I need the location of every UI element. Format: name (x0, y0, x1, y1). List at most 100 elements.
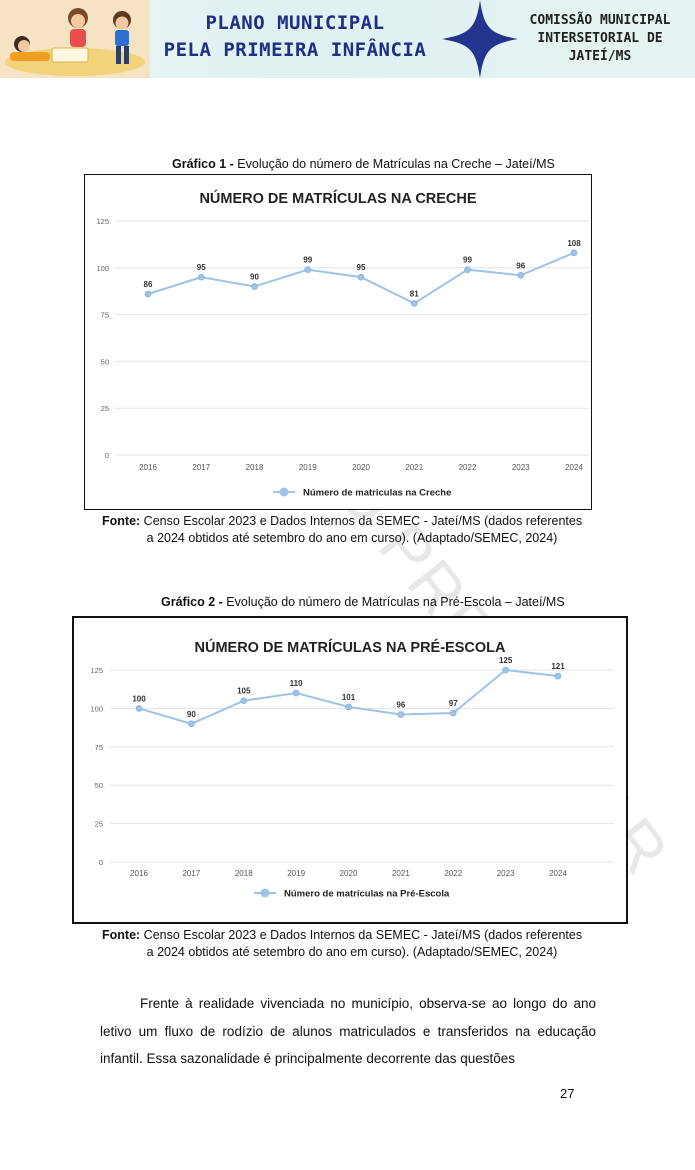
commission-line2: INTERSETORIAL DE (537, 31, 663, 46)
chart1-caption-text: Evolução do número de Matrículas na Crec… (233, 157, 555, 171)
data-point (517, 271, 525, 279)
data-point (554, 672, 562, 680)
source-label: Fonte: (102, 514, 141, 528)
data-label: 90 (187, 710, 196, 719)
x-tick-label: 2018 (246, 463, 264, 472)
commission-line1: COMISSÃO MUNICIPAL (529, 13, 671, 28)
x-tick-label: 2023 (512, 463, 530, 472)
preescola-chart-plot: 0 25 50 75 100 125 2016 2017 2018 2019 2020 2021 202… (90, 656, 614, 900)
y-tick-label: 125 (96, 217, 109, 226)
x-tick-label: 2024 (565, 463, 583, 472)
data-point (464, 266, 471, 273)
data-point (188, 720, 195, 728)
x-tick-label: 2024 (549, 869, 567, 878)
data-label: 96 (516, 261, 525, 270)
chart2-caption-label: Gráfico 2 - (161, 595, 223, 609)
data-point (135, 705, 143, 712)
data-point (570, 249, 578, 257)
y-tick-label: 0 (99, 858, 103, 867)
x-tick-label: 2022 (444, 869, 462, 878)
chart2-caption-text: Evolução do número de Matrículas na Pré-… (222, 595, 565, 609)
y-tick-label: 25 (95, 820, 103, 829)
y-tick-label: 75 (101, 311, 109, 320)
plan-title-line1: PLANO MUNICIPAL (205, 12, 385, 34)
data-point (197, 273, 205, 281)
legend-marker (260, 888, 270, 898)
data-label: 96 (396, 701, 405, 710)
source-line2: a 2024 obtidos até setembro do ano em cu… (146, 945, 558, 959)
plan-title-line2: PELA PRIMEIRA INFÂNCIA (163, 39, 427, 61)
x-tick-label: 2022 (459, 463, 477, 472)
x-tick-label: 2019 (299, 463, 317, 472)
y-tick-label: 100 (96, 264, 109, 273)
data-point (397, 711, 405, 718)
page-number: 27 (560, 1086, 575, 1101)
chart2-caption: Gráfico 2 - Evolução do número de Matríc… (161, 595, 565, 609)
creche-chart: NÚMERO DE MATRÍCULAS NA CRECHE 0 25 50 75 10… (84, 174, 592, 510)
data-label: 105 (237, 687, 251, 696)
data-label: 101 (342, 693, 356, 702)
commission-title: COMISSÃO MUNICIPAL INTERSETORIAL DE JATE… (505, 12, 695, 66)
preescola-chart: NÚMERO DE MATRÍCULAS NA PRÉ-ESCOLA 0 25 50… (72, 616, 628, 924)
chart1-caption: Gráfico 1 - Evolução do número de Matríc… (172, 157, 555, 171)
chart2-source: Fonte: Censo Escolar 2023 e Dados Intern… (102, 927, 602, 961)
body-paragraph: Frente à realidade vivenciada no municíp… (100, 996, 596, 1066)
data-point (345, 703, 352, 711)
header-banner: PLANO MUNICIPAL PELA PRIMEIRA INFÂNCIA C… (0, 0, 695, 78)
chart-title: NÚMERO DE MATRÍCULAS NA PRÉ-ESCOLA (194, 640, 506, 656)
y-tick-label: 125 (90, 666, 103, 675)
source-line2: a 2024 obtidos até setembro do ano em cu… (146, 531, 558, 545)
children-illustration (0, 0, 150, 78)
data-point (144, 290, 152, 298)
data-point (304, 266, 312, 273)
x-tick-label: 2020 (352, 463, 370, 472)
data-point (240, 697, 248, 705)
data-point (502, 666, 509, 674)
star-icon (442, 0, 518, 78)
source-label: Fonte: (102, 928, 141, 942)
data-label: 121 (551, 662, 565, 671)
data-point (449, 709, 457, 717)
y-tick-label: 25 (101, 404, 109, 413)
data-label: 108 (567, 239, 581, 248)
commission-line3: JATEÍ/MS (568, 49, 632, 64)
legend-label: Número de matrículas na Pré-Escola (284, 889, 450, 900)
data-label: 125 (499, 656, 513, 665)
x-tick-label: 2016 (130, 869, 148, 878)
chart-title: NÚMERO DE MATRÍCULAS NA CRECHE (199, 191, 477, 207)
x-tick-label: 2020 (340, 869, 358, 878)
x-tick-label: 2019 (287, 869, 305, 878)
data-point (251, 283, 258, 290)
x-tick-label: 2021 (392, 869, 410, 878)
data-label: 95 (197, 263, 206, 272)
data-point (410, 300, 418, 307)
data-label: 90 (250, 273, 259, 282)
legend-label: Número de matriculas na Creche (303, 488, 451, 499)
x-tick-label: 2017 (192, 463, 210, 472)
y-tick-label: 100 (90, 704, 103, 713)
source-line1: Censo Escolar 2023 e Dados Internos da S… (140, 928, 583, 942)
data-label: 110 (290, 679, 303, 688)
y-tick-label: 50 (101, 357, 109, 366)
data-label: 99 (463, 256, 472, 265)
data-point (357, 273, 365, 281)
chart1-caption-label: Gráfico 1 - (172, 157, 234, 171)
data-label: 100 (132, 694, 146, 703)
x-tick-label: 2018 (235, 869, 253, 878)
x-tick-label: 2021 (405, 463, 423, 472)
data-label: 81 (410, 289, 419, 298)
plan-title: PLANO MUNICIPAL PELA PRIMEIRA INFÂNCIA (150, 10, 440, 64)
y-tick-label: 50 (95, 781, 103, 790)
data-label: 95 (357, 263, 366, 272)
source-line1: Censo Escolar 2023 e Dados Internos da S… (140, 514, 583, 528)
legend-marker (279, 487, 289, 497)
chart1-source: Fonte: Censo Escolar 2023 e Dados Intern… (102, 513, 602, 547)
data-point (292, 689, 300, 697)
x-tick-label: 2017 (182, 869, 200, 878)
data-label: 97 (449, 699, 458, 708)
x-tick-label: 2016 (139, 463, 157, 472)
creche-chart-plot: 0 25 50 75 100 125 2016 2017 2018 2019 2020 2021 202… (96, 217, 589, 499)
y-tick-label: 0 (105, 451, 109, 460)
data-label: 99 (303, 256, 312, 265)
x-tick-label: 2023 (497, 869, 515, 878)
